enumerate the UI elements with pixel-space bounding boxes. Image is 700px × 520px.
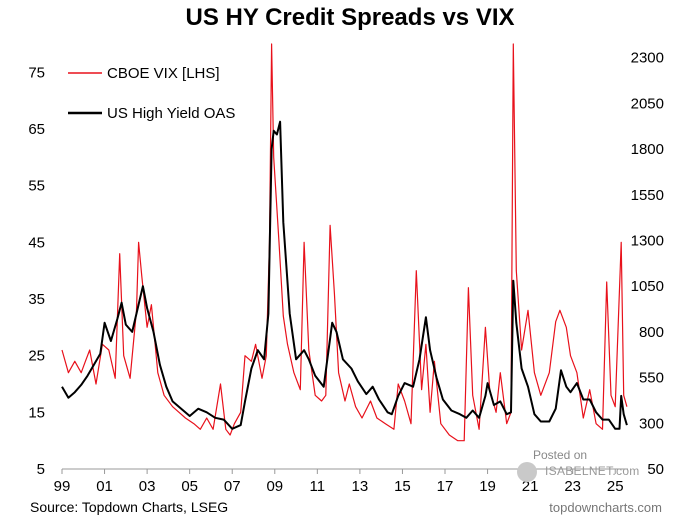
x-tick-label: 99 [54,478,71,495]
axes-layer: 99 01 03 05 07 09 11 13 15 17 19 21 23 25 5 15 25 35 45 55 6… [28,50,664,495]
y-left-tick-label: 5 [37,461,45,478]
legend-label-0: CBOE VIX [LHS] [107,65,220,82]
x-tick-label: 05 [181,478,198,495]
watermark-logo-icon [517,462,537,482]
y-left-tick-label: 25 [28,348,45,365]
watermark-name: ISABELNET.com [545,464,640,478]
x-tick-label: 09 [266,478,283,495]
x-tick-label: 23 [564,478,581,495]
y-right-tick-label: 1800 [631,141,664,158]
x-tick-label: 11 [310,478,326,495]
y-left-tick-label: 15 [28,404,45,421]
x-tick-label: 07 [224,478,241,495]
y-right-tick-label: 550 [639,370,664,387]
y-left-tick-label: 55 [28,178,45,195]
chart-title: US HY Credit Spreads vs VIX [185,4,515,31]
x-tick-label: 25 [607,478,624,495]
x-tick-label: 19 [479,478,496,495]
x-tick-label: 13 [352,478,369,495]
hy-oas-series-line [61,120,628,430]
y-right-tick-label: 800 [639,324,664,341]
series-layer [61,43,628,442]
legend-label-1: US High Yield OAS [107,105,235,122]
vix-series-line [61,43,628,442]
y-right-tick-label: 1050 [631,278,664,295]
y-right-tick-label: 50 [647,461,664,478]
watermark: Posted on ISABELNET.com [517,448,639,488]
y-left-tick-label: 35 [28,291,45,308]
credit-text: topdowncharts.com [549,500,662,515]
x-tick-label: 15 [394,478,411,495]
y-left-tick-label: 75 [28,64,45,81]
x-tick-label: 01 [96,478,113,495]
y-right-tick-label: 300 [639,415,664,432]
y-right-tick-label: 2050 [631,95,664,112]
y-right-tick-label: 2300 [631,50,664,67]
source-note: Source: Topdown Charts, LSEG [30,499,229,515]
watermark-posted: Posted on [533,448,588,462]
y-right-tick-label: 1550 [631,187,664,204]
x-tick-label: 03 [139,478,156,495]
y-left-tick-label: 65 [28,121,45,138]
x-tick-label: 17 [437,478,454,495]
legend: CBOE VIX [LHS] US High Yield OAS [68,65,235,122]
y-right-tick-label: 1300 [631,233,664,250]
x-tick-label: 21 [522,478,539,495]
y-left-tick-label: 45 [28,234,45,251]
